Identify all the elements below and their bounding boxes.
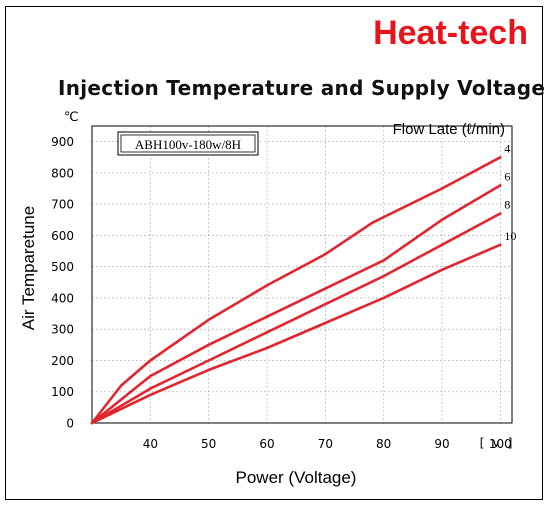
y-tick-label: 300 [51,323,74,337]
chart-title: Injection Temperature and Supply Voltage [58,76,546,100]
x-tick-label: 70 [318,437,333,451]
y-unit-label: ℃ [64,110,79,125]
series-lines: 4 6 8 10 [90,141,516,425]
y-tick-label: 0 [66,417,74,431]
series-line-6 [90,184,502,425]
x-tick-label: 40 [143,437,158,451]
series-line-8 [90,212,502,425]
x-tick-label: 50 [201,437,216,451]
y-tick-label: 500 [51,260,74,274]
y-axis-title: Air Temparetune [19,206,38,330]
x-tick-label: 100 [489,437,512,451]
product-label-box [117,131,259,156]
y-tick-label: 800 [51,166,74,180]
series-line-4 [90,156,502,425]
series-label: 8 [504,198,510,212]
legend-title: Flow Late (ℓ/min) [393,121,505,138]
product-label: ABH100v-180w/8H [135,137,241,152]
x-axis-title: Power (Voltage) [236,468,357,487]
series-label: 6 [504,169,510,183]
y-tick-label: 900 [51,135,74,149]
x-tick-label: 60 [259,437,274,451]
grid-lines [92,126,512,423]
x-tick-label: 80 [376,437,391,451]
y-tick-label: 100 [51,385,74,399]
series-label: 10 [504,229,516,243]
x-tick-label: 90 [434,437,449,451]
series-label: 4 [504,141,510,155]
tick-labels: 0 100 200 300 400 500 600 700 800 900 40 50 60 70 80 90… [51,135,512,451]
x-unit-label: [ v ] [478,436,514,450]
y-tick-label: 600 [51,229,74,243]
product-label-inner-box [120,134,256,153]
y-tick-label: 400 [51,291,74,305]
brand-logo: Heat-tech [373,14,528,52]
y-tick-label: 700 [51,198,74,212]
plot-border [91,125,513,424]
series-line-10 [90,243,502,425]
y-tick-label: 200 [51,354,74,368]
